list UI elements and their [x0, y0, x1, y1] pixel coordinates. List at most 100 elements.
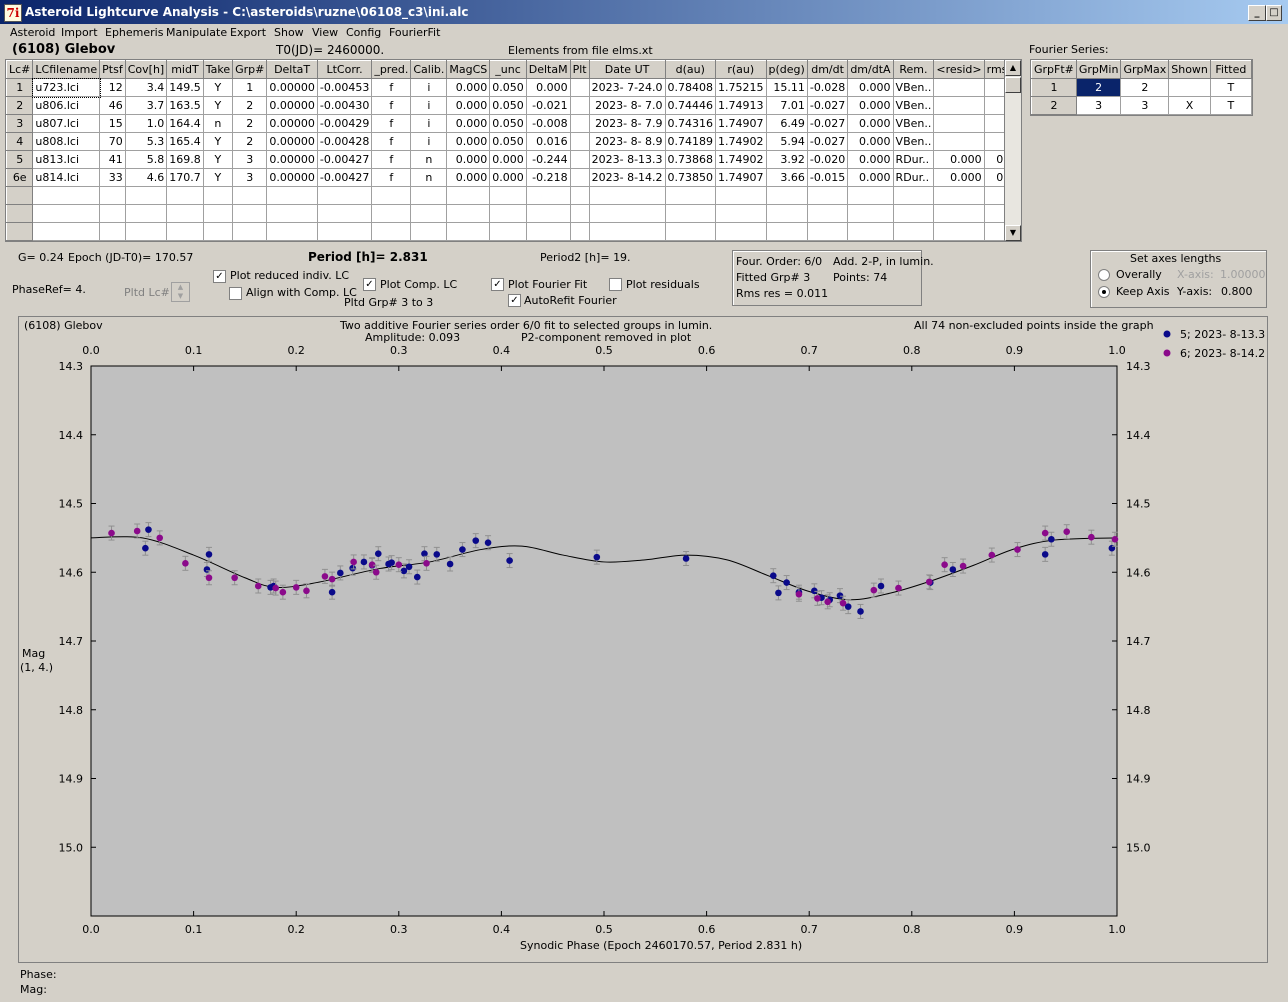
table-cell[interactable]: 5.94	[765, 132, 808, 151]
column-header[interactable]: Lc#	[6, 60, 34, 79]
pltd-lc-spinner[interactable]: ▲ ▼	[171, 282, 190, 302]
table-cell[interactable]	[316, 240, 373, 241]
menu-export[interactable]: Export	[230, 26, 267, 39]
table-cell[interactable]	[6, 186, 34, 205]
table-cell[interactable]: 0.000	[489, 150, 527, 169]
fourier-column-header[interactable]: GrpMax	[1120, 60, 1170, 79]
fourier-column-header[interactable]: GrpFt#	[1031, 60, 1077, 79]
autorefit-checkbox[interactable]: ✓	[508, 294, 521, 307]
column-header[interactable]: Cov[h]	[124, 60, 168, 79]
column-header[interactable]: Rem.	[892, 60, 935, 79]
menu-show[interactable]: Show	[274, 26, 304, 39]
scroll-up-button[interactable]: ▲	[1005, 60, 1021, 76]
table-cell[interactable]: 3.4	[124, 78, 168, 97]
minimize-button[interactable]: _	[1248, 5, 1266, 21]
table-cell[interactable]	[569, 240, 590, 241]
table-cell[interactable]: -0.015	[806, 168, 849, 187]
table-cell[interactable]: 2023- 8-14.2	[588, 168, 666, 187]
menu-config[interactable]: Config	[346, 26, 382, 39]
table-cell[interactable]	[6, 204, 34, 223]
table-cell[interactable]: 2	[232, 96, 268, 115]
menu-asteroid[interactable]: Asteroid	[10, 26, 56, 39]
table-row-empty[interactable]	[6, 240, 1006, 241]
row-header[interactable]: 3	[6, 114, 34, 133]
table-cell[interactable]	[983, 240, 1006, 241]
table-cell[interactable]: 46	[99, 96, 126, 115]
table-cell[interactable]: 149.5	[166, 78, 204, 97]
row-header[interactable]: 6e	[6, 168, 34, 187]
table-cell[interactable]: 0.00000	[266, 78, 318, 97]
plot-comp-checkbox[interactable]: ✓	[363, 278, 376, 291]
lightcurve-table-container[interactable]: Lc# LCfilename Ptsf Cov[h] midT Take Grp# Delta…	[5, 59, 1007, 242]
table-cell[interactable]: 7.01	[765, 96, 808, 115]
table-cell[interactable]: -0.00428	[316, 132, 373, 151]
table-cell[interactable]: 0.000	[446, 132, 491, 151]
table-cell[interactable]	[6, 222, 34, 241]
table-cell[interactable]: 0.78408	[664, 78, 717, 97]
table-row[interactable]: 2 u806.lci 46 3.7 163.5 Y 2 0.00000 -0.00430 f i 0.…	[6, 96, 1006, 115]
table-row-empty[interactable]	[6, 204, 1006, 223]
table-cell[interactable]: 3	[232, 168, 268, 187]
table-cell[interactable]: 0.000	[847, 114, 894, 133]
menu-manipulate[interactable]: Manipulate	[166, 26, 228, 39]
row-header[interactable]: 4	[6, 132, 34, 151]
row-header[interactable]: 1	[6, 78, 34, 97]
table-cell[interactable]	[202, 240, 234, 241]
table-cell[interactable]	[847, 240, 894, 241]
table-cell[interactable]: 1.74902	[715, 150, 767, 169]
overally-radio[interactable]	[1098, 269, 1110, 281]
table-cell[interactable]: 0.000	[446, 78, 491, 97]
table-cell[interactable]: -0.027	[806, 96, 849, 115]
y-axis-value[interactable]: 0.800	[1221, 285, 1253, 298]
column-header[interactable]: DeltaM	[525, 60, 571, 79]
menu-import[interactable]: Import	[61, 26, 98, 39]
table-row[interactable]: 6e u814.lci 33 4.6 170.7 Y 3 0.00000 -0.00427 f n 0…	[6, 168, 1006, 187]
align-comp-checkbox[interactable]	[229, 287, 242, 300]
table-cell[interactable]	[933, 240, 985, 241]
table-cell[interactable]: 2023- 8- 8.9	[588, 132, 666, 151]
table-cell[interactable]	[806, 240, 849, 241]
column-header[interactable]: r(au)	[715, 60, 767, 79]
menu-fourierfit[interactable]: FourierFit	[389, 26, 441, 39]
table-cell[interactable]: Y	[202, 78, 234, 97]
maximize-button[interactable]: □	[1266, 5, 1282, 21]
table-cell[interactable]: 41	[99, 150, 126, 169]
table-cell[interactable]: -0.028	[806, 78, 849, 97]
table-cell[interactable]: 15.11	[765, 78, 808, 97]
row-header[interactable]: 2	[6, 96, 34, 115]
column-header[interactable]: rms res	[983, 60, 1006, 79]
fourier-cell[interactable]: 3	[1120, 96, 1170, 115]
table-row[interactable]: 4 u808.lci 70 5.3 165.4 Y 2 0.00000 -0.00428 f i 0.…	[6, 132, 1006, 151]
table-cell[interactable]	[124, 240, 168, 241]
table-cell[interactable]: 0.000	[847, 132, 894, 151]
fourier-cell[interactable]: T	[1209, 96, 1252, 115]
table-cell[interactable]: 0.73850	[664, 168, 717, 187]
table-row-empty[interactable]	[6, 186, 1006, 205]
table-cell[interactable]: 165.4	[166, 132, 204, 151]
column-header[interactable]: LCfilename	[32, 60, 101, 79]
table-cell[interactable]	[446, 240, 491, 241]
table-cell[interactable]: 5.3	[124, 132, 168, 151]
table-cell[interactable]: 0.016	[525, 132, 571, 151]
row-header[interactable]: 2	[1031, 96, 1077, 115]
table-cell[interactable]: VBen..	[892, 96, 935, 115]
table-cell[interactable]: 0.000	[933, 168, 985, 187]
column-header[interactable]: Plt	[569, 60, 590, 79]
table-cell[interactable]	[588, 240, 666, 241]
column-header[interactable]: dm/dt	[806, 60, 849, 79]
column-header[interactable]: MagCS	[446, 60, 491, 79]
scroll-thumb[interactable]	[1005, 77, 1021, 93]
table-cell[interactable]: 0.050	[489, 78, 527, 97]
table-cell[interactable]: u813.lci	[32, 150, 101, 169]
table-cell[interactable]: 0.000	[446, 96, 491, 115]
table-cell[interactable]: -0.008	[525, 114, 571, 133]
period2-value[interactable]: Period2 [h]= 19.	[540, 251, 631, 264]
table-cell[interactable]: -0.00429	[316, 114, 373, 133]
menu-ephemeris[interactable]: Ephemeris	[105, 26, 164, 39]
table-cell[interactable]: 0.00000	[266, 168, 318, 187]
table-cell[interactable]: 0.000	[847, 168, 894, 187]
fourier-cell[interactable]: 2	[1075, 78, 1122, 97]
table-cell[interactable]: 0.74316	[664, 114, 717, 133]
